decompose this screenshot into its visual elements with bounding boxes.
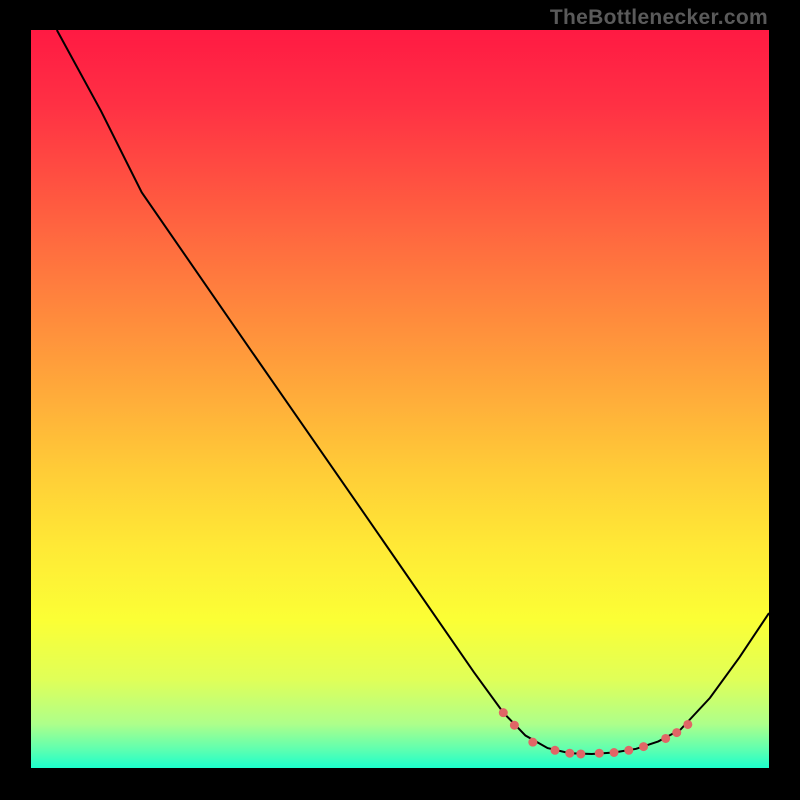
watermark-text: TheBottlenecker.com xyxy=(550,6,768,30)
marker-point xyxy=(672,728,681,737)
marker-point xyxy=(683,720,692,729)
marker-point xyxy=(565,749,574,758)
gradient-background xyxy=(31,30,769,768)
marker-point xyxy=(499,708,508,717)
marker-point xyxy=(550,746,559,755)
marker-point xyxy=(510,721,519,730)
marker-point xyxy=(639,742,648,751)
marker-point xyxy=(576,749,585,758)
chart-svg xyxy=(31,30,769,768)
marker-point xyxy=(624,746,633,755)
plot-area xyxy=(31,30,769,768)
chart-container: TheBottlenecker.com xyxy=(0,0,800,800)
marker-point xyxy=(595,749,604,758)
marker-point xyxy=(528,738,537,747)
marker-point xyxy=(661,734,670,743)
marker-point xyxy=(610,748,619,757)
